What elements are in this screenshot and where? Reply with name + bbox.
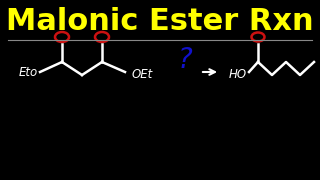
Text: HO: HO bbox=[229, 68, 247, 80]
Text: Eto: Eto bbox=[18, 66, 38, 78]
Text: OEt: OEt bbox=[132, 68, 153, 80]
Text: ?: ? bbox=[178, 46, 192, 74]
Text: Malonic Ester Rxn: Malonic Ester Rxn bbox=[6, 8, 314, 37]
